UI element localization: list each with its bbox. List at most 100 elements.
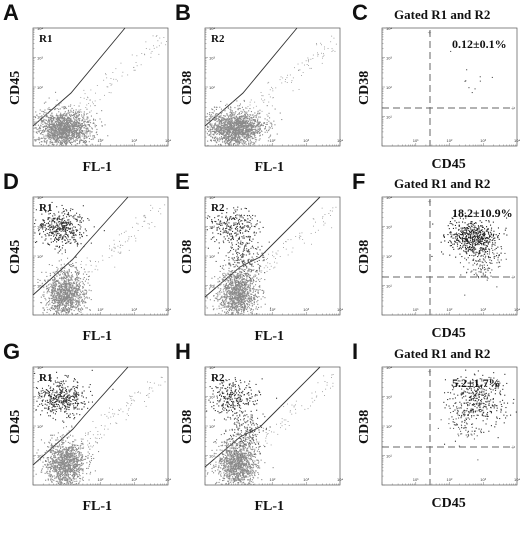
event-dot [61, 142, 63, 144]
event-dot [80, 128, 82, 130]
event-dot [77, 307, 79, 309]
event-dot [224, 275, 226, 277]
event-dot [224, 298, 226, 300]
event-dot [231, 136, 233, 138]
event-dot [40, 141, 42, 143]
event-dot [243, 115, 245, 117]
event-dot [86, 130, 88, 132]
event-dot [151, 222, 153, 223]
event-dot [60, 117, 62, 119]
event-dot [68, 222, 70, 224]
event-dot [62, 126, 64, 128]
event-dot [257, 113, 259, 115]
event-dot [324, 48, 325, 50]
event-dot [74, 226, 76, 228]
event-dot [74, 117, 76, 119]
event-dot [215, 108, 217, 110]
event-dot [67, 307, 69, 309]
event-dot [66, 124, 68, 126]
event-dot [35, 140, 37, 142]
event-dot [50, 310, 52, 312]
event-dot [52, 282, 54, 284]
event-dot [280, 76, 282, 78]
event-dot [52, 296, 54, 298]
event-dot [245, 117, 247, 119]
event-dot [67, 241, 69, 243]
event-dot [80, 278, 82, 280]
event-dot [69, 118, 71, 120]
event-dot [292, 90, 294, 92]
event-dot [95, 132, 97, 134]
event-dot [50, 121, 52, 123]
event-dot [247, 124, 249, 126]
event-dot [68, 299, 70, 301]
event-dot [63, 297, 65, 299]
event-dot [70, 124, 72, 126]
event-dot [56, 133, 58, 135]
event-dot [52, 133, 54, 135]
event-dot [94, 100, 96, 102]
event-dot [72, 126, 74, 128]
event-dot [253, 120, 255, 121]
event-dot [208, 134, 210, 136]
event-dot [64, 251, 66, 253]
event-dot [87, 127, 89, 129]
event-dot [72, 298, 74, 300]
event-dot [226, 126, 228, 128]
event-dot [48, 234, 50, 236]
event-dot [54, 282, 56, 284]
panel-c: C10¹10¹10²10²10³10³10⁴10⁴++0.12±0.1%Gate… [352, 0, 520, 172]
event-dot [78, 300, 80, 302]
event-dot [251, 279, 253, 281]
event-dot [68, 309, 70, 311]
event-dot [244, 126, 246, 128]
event-dot [62, 277, 64, 279]
event-dot [58, 312, 60, 314]
event-dot [229, 139, 231, 141]
event-dot [48, 107, 50, 109]
event-dot [128, 238, 130, 240]
event-dot [68, 228, 70, 230]
event-dot [208, 130, 210, 132]
event-dot [227, 122, 229, 124]
event-dot [63, 122, 65, 124]
event-dot [60, 264, 62, 266]
event-dot [81, 132, 83, 134]
event-dot [61, 116, 62, 118]
event-dot [214, 137, 216, 139]
event-dot [64, 125, 66, 127]
event-dot [79, 134, 81, 136]
event-dot [59, 277, 61, 279]
event-dot [36, 121, 38, 123]
event-dot [47, 124, 49, 126]
event-dot [52, 284, 54, 286]
event-dot [65, 232, 67, 234]
event-dot [87, 218, 89, 220]
event-dot [254, 120, 256, 122]
event-dot [78, 299, 80, 301]
event-dot [42, 227, 44, 229]
event-dot [62, 141, 64, 143]
event-dot [68, 219, 70, 221]
event-dot [86, 307, 88, 309]
event-dot [68, 279, 70, 281]
event-dot [224, 304, 226, 306]
event-dot [55, 124, 57, 126]
event-dot [69, 302, 71, 304]
event-dot [66, 292, 68, 294]
event-dot [53, 129, 54, 131]
event-dot [52, 307, 54, 309]
event-dot [238, 141, 240, 143]
event-dot [252, 121, 254, 123]
event-dot [322, 57, 323, 59]
event-dot [90, 122, 92, 124]
event-dot [80, 267, 82, 269]
event-dot [298, 69, 300, 71]
event-dot [70, 294, 72, 296]
event-dot [79, 303, 81, 305]
event-dot [239, 117, 241, 119]
event-dot [76, 299, 78, 301]
event-dot [76, 230, 78, 232]
